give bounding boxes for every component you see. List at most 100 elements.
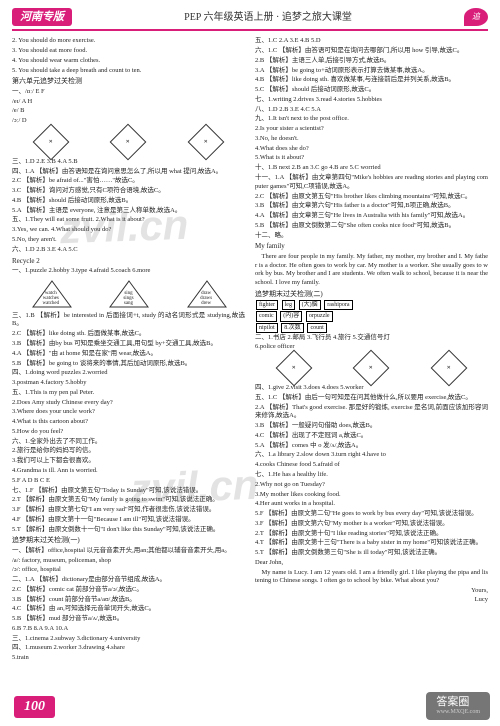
box-word: rashipora <box>324 300 352 310</box>
answer-line: 4.C 【解析】出现了不定冠词 a,故选C。 <box>255 432 488 441</box>
answer-line: 5.T 【解析】由原文倒数第三句"She is ill today"可知,该说法… <box>255 549 488 558</box>
triangle-word: watchwatcheswatched <box>31 291 71 306</box>
answer-line: 5.B 【解析】be going to 谈将来的事情,其后加动词原形,故选B。 <box>12 360 245 369</box>
answer-line: 七、1.writing 2.drives 3.read 4.stories 5.… <box>255 96 488 105</box>
diamond-shape: ✕ <box>275 350 312 387</box>
answer-line: 3.No, he doesn't. <box>255 135 488 144</box>
answer-line: 十、1.B next 2.B an 3.C go 4.B are 5.C wor… <box>255 164 488 173</box>
section-heading: 第六单元追梦过关检测 <box>12 77 245 86</box>
answer-line: 2.C 【解析】comic cat 前部分音节a/ɔ/,故选C。 <box>12 586 245 595</box>
answer-line: 一、1.puzzle 2.hobby 3.type 4.afraid 5.coa… <box>12 267 245 276</box>
answer-line: 四、1.doing word puzzles 2.worried <box>12 369 245 378</box>
answer-line: 3.Where does your uncle work? <box>12 408 245 417</box>
answer-line: 5.F 【解析】由原文第二句"He goes to work by bus ev… <box>255 510 488 519</box>
essay-body: There are four people in my family. My f… <box>255 253 488 288</box>
box-word: (内)容 <box>280 311 302 321</box>
answer-line: 4.B 【解析】should 后接动词原形,故选B。 <box>12 197 245 206</box>
box-word-row: comic (内)容 orpuzzle <box>255 311 488 321</box>
letter-body: My name is Lucy. I am 12 years old. I am… <box>255 569 488 587</box>
answer-line: 七、1.F 【解析】由原文第五句"Today is Sunday"可知,该说法错… <box>12 487 245 496</box>
answer-line: 6.B 7.B 8.A 9.A 10.A <box>12 625 245 634</box>
triangle-word: drawdrawsdrew <box>186 291 226 306</box>
answer-line: 六、1.a library 2.slow down 3.turn right 4… <box>255 451 488 460</box>
box-word: 8.次数 <box>281 323 304 333</box>
diamond-shape: ✕ <box>32 123 69 160</box>
answer-line: 一、【解析】office,hospital 以元音音素开头,用an;其他都以辅音… <box>12 547 245 556</box>
answer-line: 五、1.This is my pen pal Peter. <box>12 389 245 398</box>
answer-line: 4. You should wear warm clothes. <box>12 57 245 66</box>
answer-line: 4.What does she do? <box>255 145 488 154</box>
answer-line: 二、1.书店 2.邮局 3.飞行员 4.旅行 5.交通信号灯 <box>255 334 488 343</box>
answer-line: 五、1.C 2.A 3.E 4.B 5.D <box>255 37 488 46</box>
answer-line: 2.T 【解析】由原文第十句"I like reading stories"可知… <box>255 530 488 539</box>
answer-line: 3.My mother likes cooking food. <box>255 491 488 500</box>
answer-line: 六、1.C 【解析】由答语可知是在询问去哪部门,所以用 how 引导,故选C。 <box>255 47 488 56</box>
triangle-shape: watchwatcheswatched <box>31 279 71 309</box>
answer-line: 四、1.A 【解析】由答语知是在询问意思怎么了,所以用 what 提问,故选A。 <box>12 168 245 177</box>
answer-line: 3.A 【解析】be going to+动词原形表示打算去做某事,故选A。 <box>255 67 488 76</box>
answer-line: 5.No, they aren't. <box>12 236 245 245</box>
answer-line: 3. You should eat more food. <box>12 47 245 56</box>
answer-line: 5.train <box>12 654 245 663</box>
phonetic-line: /eɪ/ A H <box>12 98 245 107</box>
answer-line: 3.B 【解析】由文章第六句"His father is a doctor"可知… <box>255 202 488 211</box>
section-heading: Recycle 2 <box>12 257 245 266</box>
box-word: count <box>307 323 326 333</box>
answer-line: 4.cooks Chinese food 5.afraid of <box>255 461 488 470</box>
right-column: 五、1.C 2.A 3.E 4.B 5.D 六、1.C 【解析】由答语可知是在询… <box>255 37 488 664</box>
triangle-word: singsingssang <box>108 291 148 306</box>
badge-sub: www.MXQE.com <box>436 709 480 717</box>
answer-line: 3.B 【解析】count 前部分音节a/aʊ/,故选B。 <box>12 596 245 605</box>
answer-line: 4.Her aunt works in a hospital. <box>255 500 488 509</box>
triangle-diagram: watchwatcheswatched singsingssang drawdr… <box>12 279 245 309</box>
answer-line: 5.B 【解析】mud 部分音节a/ʌ/,故选B。 <box>12 615 245 624</box>
page-number: 100 <box>14 696 55 718</box>
answer-line: 2.Is your sister a scientist? <box>255 125 488 134</box>
answer-line: 六、1.全家外出去了不同工作。 <box>12 438 245 447</box>
answer-line: 七、1.He has a healthy life. <box>255 471 488 480</box>
answer-line: 4.What is this cartoon about? <box>12 418 245 427</box>
answer-line: 2.旅行是给你的妈妈写的信。 <box>12 447 245 456</box>
answer-line: 5.B 【解析】由原文倒数第二句"She often cooks nice fo… <box>255 222 488 231</box>
answer-line: 2.C 【解析】be afraid of..."害怕……"故选C。 <box>12 177 245 186</box>
letter-greeting: Dear John, <box>255 559 488 568</box>
diamond-diagram: ✕ ✕ ✕ <box>12 129 245 155</box>
answer-line: 3.F 【解析】由原文第六句"My mother is a worker"可知,… <box>255 520 488 529</box>
answer-line: 3.B 【解析】由by bus 可知是乘坐交通工具,用句型 by+交通工具,故选… <box>12 340 245 349</box>
page-header: 河南专版 PEP 六年级英语上册 · 追梦之旅大课堂 追 <box>12 8 488 31</box>
answer-line: 5.A 【解析】主语是 everyone, 注意是第三人称单数,故选A。 <box>12 207 245 216</box>
answer-line: 2.B 【解析】主语三人单,后接引导方式,故选B。 <box>255 57 488 66</box>
answer-line: 五、1.C 【解析】由后一句可知是在问其他做什么,所以要用 exercise,故… <box>255 394 488 403</box>
answer-line: 六、1.D 2.B 3.E 4.A 5.C <box>12 246 245 255</box>
answer-line: 3.Yes, we can. 4.What should you do? <box>12 226 245 235</box>
answer-line: 3.postman 4.factory 5.hobby <box>12 379 245 388</box>
answer-line: 4.A 【解析】由文章第三句"He lives in Australia wit… <box>255 212 488 221</box>
box-word-row: nipilot 8.次数 count <box>255 323 488 333</box>
diamond-shape: ✕ <box>110 123 147 160</box>
diamond-shape: ✕ <box>431 350 468 387</box>
box-word: fighter <box>256 300 278 310</box>
box-word: nipilot <box>256 323 278 333</box>
answer-line: 2.C 【解析】由原文第五句"His brother likes climbin… <box>255 193 488 202</box>
answer-line: 二、1.A 【解析】dictionary是由部分音节组成,故选A。 <box>12 576 245 585</box>
answer-line: 2.Does Amy study Chinese every day? <box>12 399 245 408</box>
answer-line: 2.A 【解析】That's good exercise. 那是好的锻炼, ex… <box>255 404 488 422</box>
box-word: (大)脑 <box>299 300 321 310</box>
answer-line: 三、1.cinema 2.subway 3.dictionary 4.unive… <box>12 635 245 644</box>
section-heading: 追梦期末过关检测(二) <box>255 290 488 299</box>
answer-line: 2.T 【解析】由原文第五句"My family is going to swi… <box>12 496 245 505</box>
diamond-shape: ✕ <box>188 123 225 160</box>
answer-line: 4.C 【解析】由 an,可知选择元音单词开头,故选C。 <box>12 605 245 614</box>
triangle-shape: drawdrawsdrew <box>186 279 226 309</box>
essay-title: My family <box>255 242 488 251</box>
answer-line: 5. You should take a deep breath and cou… <box>12 67 245 76</box>
box-word: comic <box>256 311 277 321</box>
answer-line: 4.Grandma is ill. Ann is worried. <box>12 467 245 476</box>
badge-main: 答案圈 <box>436 696 469 708</box>
answer-line: 4.F 【解析】由原文第十一句"Because I am ill"可知,该说法错… <box>12 516 245 525</box>
answer-line: 八、1.D 2.B 3.E 4.C 5.A <box>255 106 488 115</box>
answer-line: 3.B 【解析】一般疑问句借助 does,故选B。 <box>255 422 488 431</box>
content-columns: 2. You should do more exercise. 3. You s… <box>12 37 488 664</box>
page-container: 河南专版 PEP 六年级英语上册 · 追梦之旅大课堂 追 2. You shou… <box>0 0 500 726</box>
left-column: 2. You should do more exercise. 3. You s… <box>12 37 245 664</box>
